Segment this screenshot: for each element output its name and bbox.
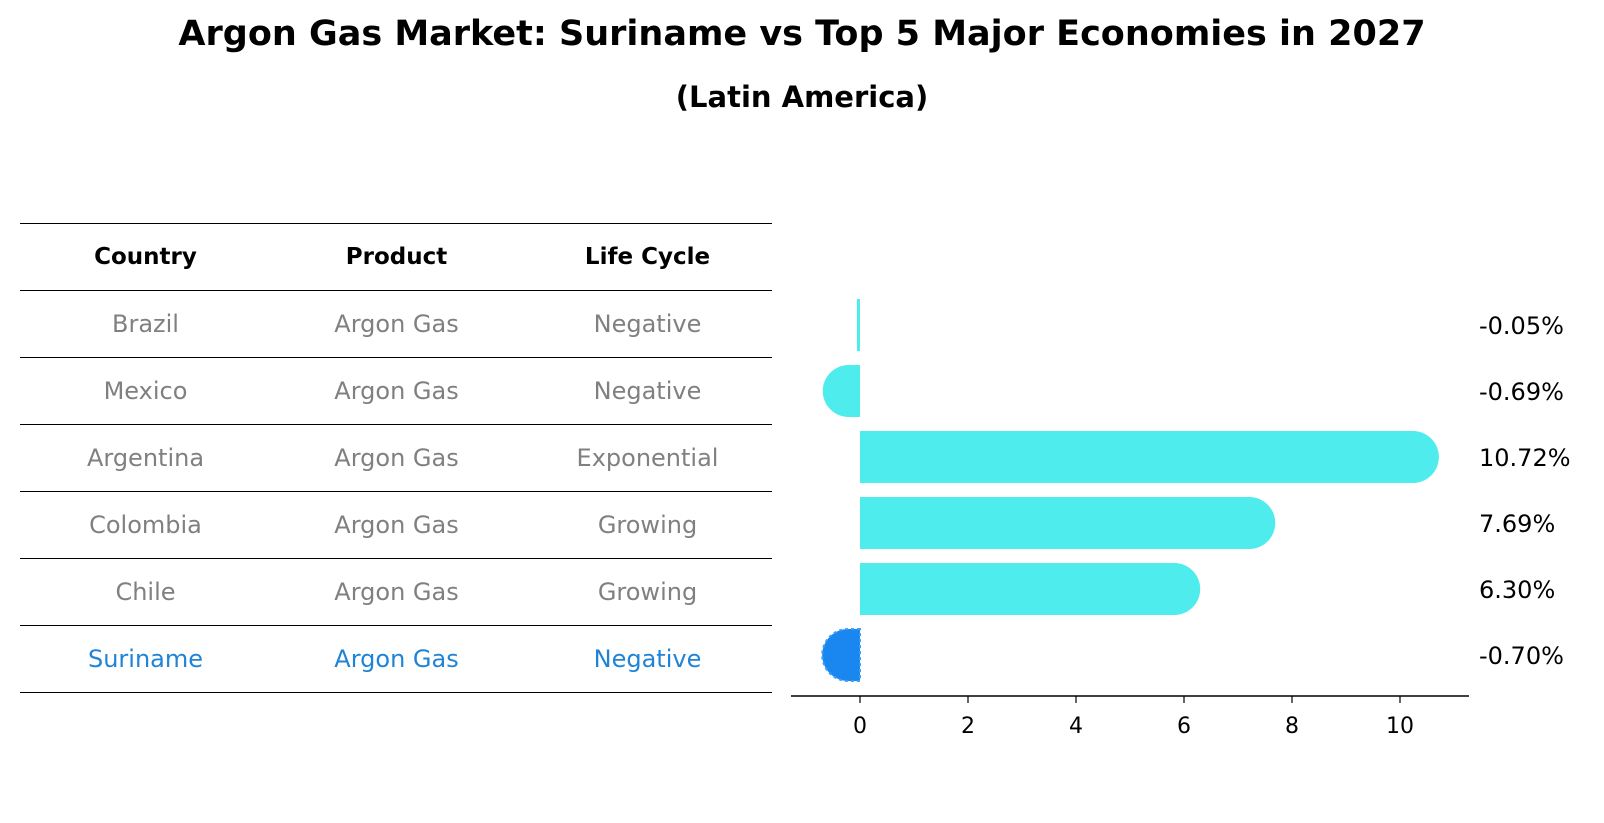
value-label: -0.70% [1479,642,1564,670]
cell-country: Colombia [89,511,202,539]
bar-chile [860,563,1201,615]
table-row: Argentina Argon Gas Exponential [20,424,772,491]
cell-country: Brazil [112,310,179,338]
value-label: -0.69% [1479,378,1564,406]
table-row: Chile Argon Gas Growing [20,558,772,625]
cell-life-cycle: Exponential [576,444,719,472]
cell-product: Argon Gas [334,578,459,606]
x-tick-label: 4 [1069,714,1083,739]
chart-subtitle: (Latin America) [675,80,929,114]
x-tick-label: 2 [961,714,975,739]
bar-argentina [860,431,1439,483]
cell-country: Suriname [87,645,204,673]
x-tick-label: 10 [1386,714,1414,739]
x-tick-label: 8 [1285,714,1299,739]
cell-life-cycle: Negative [593,645,702,673]
cell-country: Mexico [103,377,188,405]
cell-product: Argon Gas [334,444,459,472]
cell-life-cycle: Growing [597,578,698,606]
value-label: -0.05% [1479,312,1564,340]
cell-life-cycle: Negative [593,377,702,405]
data-table: Country Product Life Cycle Brazil Argon … [20,223,772,693]
table-row: Colombia Argon Gas Growing [20,491,772,558]
bar-colombia [860,497,1276,549]
cell-country: Argentina [86,444,205,472]
cell-product: Argon Gas [334,310,459,338]
table-row: Brazil Argon Gas Negative [20,290,772,357]
cell-product: Argon Gas [334,377,459,405]
header-country: Country [94,244,197,270]
bar-mexico [822,365,860,417]
cell-life-cycle: Growing [597,511,698,539]
header-life-cycle: Life Cycle [584,244,711,270]
cell-country: Chile [115,578,176,606]
table-header-row: Country Product Life Cycle [20,223,772,290]
value-label: 10.72% [1479,444,1571,472]
header-product: Product [345,244,448,270]
value-label: 7.69% [1479,510,1555,538]
x-tick-label: 6 [1177,714,1191,739]
table-row-highlighted: Suriname Argon Gas Negative [20,625,772,693]
bar-brazil [857,299,860,351]
chart-title: Argon Gas Market: Suriname vs Top 5 Majo… [178,14,1426,54]
cell-product: Argon Gas [334,645,459,673]
x-tick-label: 0 [853,714,867,739]
value-label: 6.30% [1479,576,1555,604]
table-row: Mexico Argon Gas Negative [20,357,772,424]
cell-life-cycle: Negative [593,310,702,338]
cell-product: Argon Gas [334,511,459,539]
bar-suriname [821,628,861,682]
